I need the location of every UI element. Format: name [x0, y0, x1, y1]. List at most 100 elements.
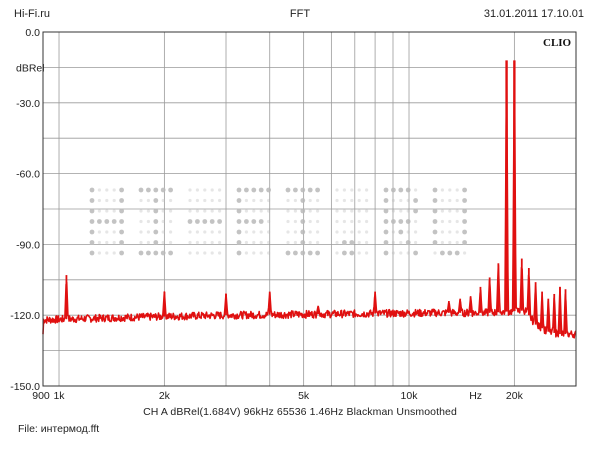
file-name: File: интермод.fft: [18, 423, 100, 435]
watermark-dot: [335, 219, 339, 224]
watermark-dot: [153, 187, 159, 193]
watermark-dot: [308, 198, 312, 203]
watermark-dot: [236, 250, 242, 256]
watermark-dot: [414, 230, 418, 234]
watermark-dot: [316, 240, 320, 245]
watermark-dot: [112, 240, 116, 245]
watermark-dot: [455, 188, 459, 192]
watermark-dot: [316, 198, 320, 203]
watermark-dot: [236, 208, 242, 214]
watermark-dot: [161, 209, 165, 213]
watermark-dot: [258, 219, 264, 224]
watermark-dot: [259, 251, 263, 255]
watermark-dot: [448, 240, 452, 245]
watermark-dot: [160, 250, 166, 256]
watermark-dot: [293, 209, 297, 213]
watermark-dot: [138, 250, 144, 256]
watermark-dot: [350, 230, 354, 234]
watermark-dot: [89, 208, 95, 214]
watermark-dot: [448, 198, 452, 203]
watermark-dot: [97, 198, 101, 203]
watermark-dot: [432, 240, 438, 245]
watermark-dot: [391, 219, 396, 224]
watermark-dot: [308, 240, 312, 245]
watermark-dot: [97, 251, 101, 255]
y-tick-label: -120.0: [10, 310, 40, 322]
watermark-dot: [169, 240, 173, 245]
watermark-dot: [391, 251, 395, 255]
watermark-dot: [188, 209, 192, 213]
watermark-dot: [105, 198, 109, 203]
watermark-dot: [139, 219, 143, 224]
watermark-dot: [432, 219, 438, 224]
watermark-dot: [342, 188, 346, 192]
watermark-dot: [286, 219, 290, 224]
watermark-dot: [259, 240, 263, 245]
watermark-dot: [462, 229, 467, 235]
watermark-dot: [146, 187, 151, 193]
watermark-dot: [383, 240, 389, 245]
watermark-dot: [195, 240, 199, 245]
watermark-dot: [236, 240, 242, 245]
watermark-dot: [139, 240, 143, 245]
watermark-dot: [350, 209, 354, 213]
x-tick-label: 2k: [159, 390, 171, 402]
watermark-dot: [406, 209, 410, 213]
watermark-dot: [293, 198, 297, 203]
watermark-dot: [455, 219, 459, 224]
watermark-dot: [259, 209, 263, 213]
watermark-dot: [433, 251, 437, 255]
watermark-dot: [285, 187, 291, 193]
watermark-dot: [259, 230, 263, 234]
watermark-dot: [146, 198, 150, 203]
watermark-dot: [335, 230, 339, 234]
watermark-dot: [169, 219, 173, 224]
watermark-dot: [391, 198, 395, 203]
watermark-dot: [286, 230, 290, 234]
watermark-dot: [244, 230, 248, 234]
watermark-dot: [188, 230, 192, 234]
watermark-dot: [300, 240, 306, 245]
watermark-dot: [203, 240, 207, 245]
watermark-dot: [119, 250, 124, 256]
watermark-dot: [383, 219, 389, 224]
watermark-dot: [203, 251, 207, 255]
measurement-info: CH A dBRel(1.684V) 96kHz 65536 1.46Hz Bl…: [143, 406, 457, 418]
watermark-dot: [462, 187, 467, 193]
watermark-dot: [258, 187, 264, 193]
header-datetime: 31.01.2011 17.10.01: [483, 8, 584, 20]
watermark-dot: [335, 188, 339, 192]
plot-frame: [42, 31, 577, 387]
fft-trace: [42, 60, 577, 339]
watermark-dot: [406, 251, 410, 255]
watermark-dot: [139, 209, 143, 213]
watermark-dot: [448, 209, 452, 213]
y-tick-label: -30.0: [16, 98, 40, 110]
watermark-dot: [168, 250, 174, 256]
watermark-dot: [244, 219, 249, 224]
watermark-dot: [357, 188, 361, 192]
y-tick-label: -90.0: [16, 239, 40, 251]
y-tick-label: 0.0: [25, 27, 40, 39]
watermark-dot: [406, 198, 410, 203]
watermark-dot: [293, 219, 297, 224]
watermark-dot: [97, 240, 101, 245]
watermark-dot: [455, 230, 459, 234]
watermark-dot: [462, 240, 467, 245]
watermark-dot: [365, 188, 369, 192]
watermark-dot: [413, 198, 418, 203]
watermark-dot: [365, 230, 369, 234]
watermark-dot: [307, 250, 313, 256]
watermark-dot: [440, 250, 445, 256]
watermark-dot: [267, 230, 271, 234]
y-tick-label: -60.0: [16, 169, 40, 181]
watermark-dot: [252, 240, 256, 245]
watermark-dot: [97, 209, 101, 213]
watermark-dot: [267, 198, 271, 203]
watermark-dot: [300, 250, 306, 256]
watermark-dot: [405, 219, 411, 224]
watermark-dot: [342, 198, 346, 203]
watermark-dot: [112, 251, 116, 255]
watermark-dot: [398, 187, 404, 193]
watermark-dot: [365, 198, 369, 203]
